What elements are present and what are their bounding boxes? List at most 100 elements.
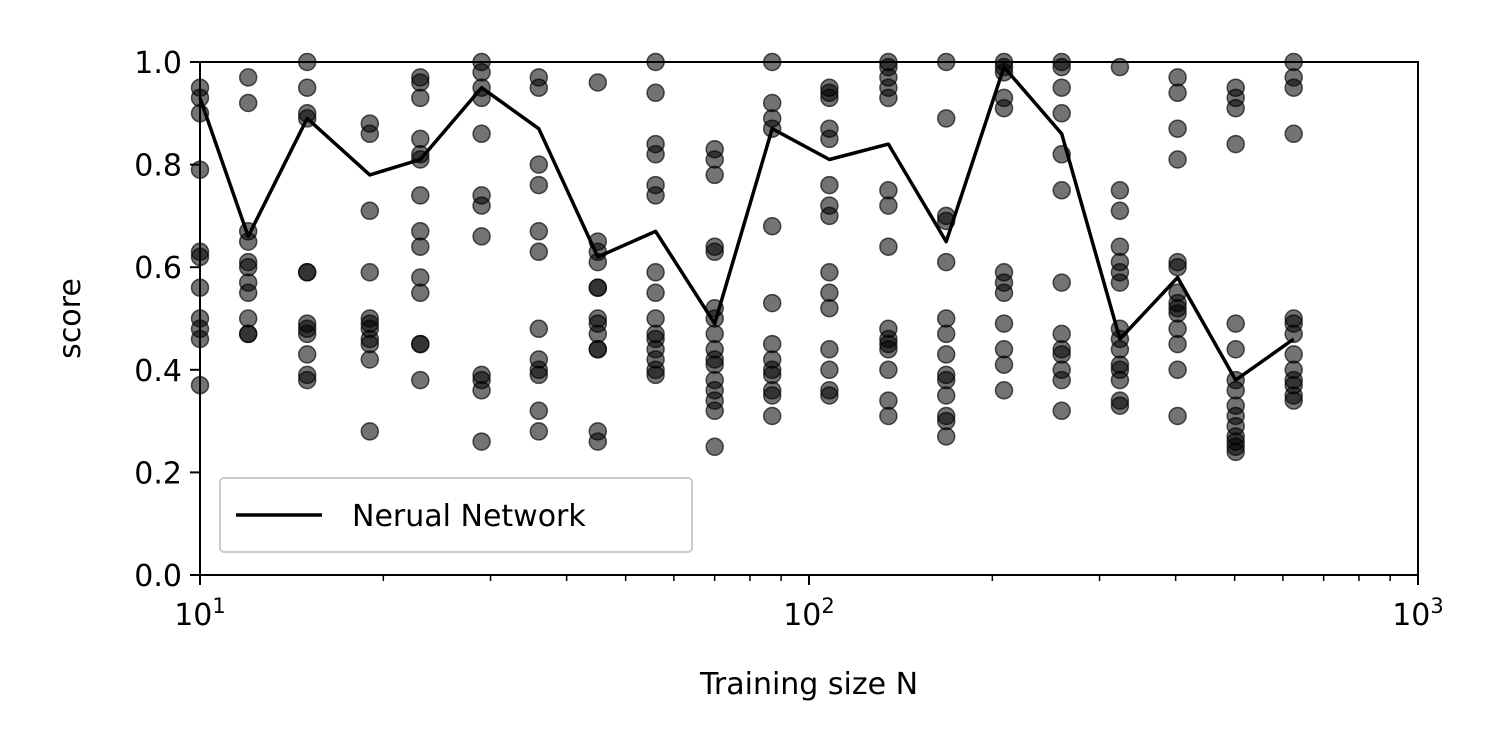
y-tick-label: 0.6 bbox=[134, 251, 182, 286]
scatter-point bbox=[411, 334, 430, 354]
scatter-point bbox=[411, 268, 430, 287]
scatter-point bbox=[472, 381, 491, 400]
scatter-point bbox=[646, 83, 665, 103]
scatter-point bbox=[762, 293, 782, 313]
scatter-point bbox=[646, 145, 665, 164]
scatter-point bbox=[994, 283, 1014, 303]
scatter-point bbox=[820, 283, 839, 303]
axes: 0.0 0.2 0.4 0.6 0.8 1.0 101 102 103 bbox=[134, 46, 1444, 633]
scatter-point bbox=[411, 129, 430, 149]
scatter-point bbox=[879, 88, 898, 108]
scatter-point bbox=[879, 340, 898, 359]
scatter-point bbox=[1052, 78, 1071, 97]
scatter-point bbox=[1284, 78, 1303, 97]
scatter-point bbox=[1168, 304, 1187, 323]
scatter-point bbox=[1226, 134, 1245, 154]
scatter-point bbox=[646, 365, 665, 385]
scatter-point bbox=[529, 319, 549, 339]
scatter-point bbox=[472, 124, 491, 144]
scatter-point bbox=[1110, 340, 1130, 359]
scatter-point bbox=[936, 411, 956, 431]
scatter-point bbox=[238, 257, 258, 277]
y-axis-label: score bbox=[53, 278, 88, 359]
scatter-point bbox=[297, 263, 317, 282]
scatter-point bbox=[762, 365, 782, 385]
scatter-point bbox=[472, 63, 491, 82]
scatter-point bbox=[360, 263, 380, 282]
scatter-point bbox=[705, 401, 724, 421]
scatter-point bbox=[1110, 396, 1130, 415]
scatter-point bbox=[1284, 391, 1303, 410]
scatter-point bbox=[529, 422, 549, 441]
scatter-point bbox=[411, 73, 430, 92]
scatter-point bbox=[1110, 237, 1130, 256]
scatter-point bbox=[411, 283, 430, 303]
scatter-point bbox=[646, 186, 665, 205]
scatter-point bbox=[1168, 68, 1187, 87]
y-tick-label: 0.4 bbox=[134, 354, 182, 389]
scatter-point bbox=[1168, 257, 1187, 277]
scatter-point bbox=[762, 216, 782, 236]
y-tick-label: 1.0 bbox=[134, 46, 182, 81]
y-tick-label: 0.0 bbox=[134, 559, 182, 594]
x-tick-label: 101 bbox=[174, 594, 226, 633]
scatter-point bbox=[879, 391, 898, 410]
scatter-point bbox=[936, 252, 956, 272]
scatter-point bbox=[879, 196, 898, 215]
scatter-point bbox=[994, 98, 1014, 118]
scatter-point bbox=[994, 340, 1014, 359]
scatter-point bbox=[297, 345, 317, 364]
scatter-point bbox=[360, 201, 380, 221]
scatter-point bbox=[820, 129, 839, 149]
scatter-point bbox=[588, 278, 608, 297]
scatter-point bbox=[820, 263, 839, 282]
legend: Nerual Network bbox=[219, 477, 693, 553]
x-tick-label: 102 bbox=[783, 594, 835, 633]
scatter-point bbox=[297, 370, 317, 390]
scatter-point bbox=[646, 263, 665, 282]
scatter-point bbox=[705, 437, 724, 457]
scatter-point bbox=[238, 283, 258, 303]
scatter-point bbox=[529, 175, 549, 195]
scatter-point bbox=[529, 365, 549, 385]
scatter-points bbox=[190, 52, 1303, 462]
scatter-point bbox=[879, 237, 898, 256]
scatter-point bbox=[1168, 406, 1187, 426]
scatter-point bbox=[705, 242, 724, 262]
legend-label: Nerual Network bbox=[352, 499, 586, 534]
scatter-point bbox=[360, 334, 380, 354]
scatter-point bbox=[238, 93, 258, 113]
scatter-point bbox=[1110, 181, 1130, 200]
scatter-point bbox=[1052, 104, 1071, 123]
scatter-point bbox=[1052, 273, 1071, 292]
scatter-point bbox=[1168, 334, 1187, 354]
scatter-point bbox=[360, 422, 380, 441]
x-tick-label: 103 bbox=[1392, 594, 1444, 633]
scatter-point bbox=[994, 314, 1014, 333]
scatter-point bbox=[762, 386, 782, 405]
scatter-point bbox=[994, 381, 1014, 400]
scatter-point bbox=[1052, 324, 1071, 344]
scatter-point bbox=[411, 370, 430, 390]
scatter-point bbox=[588, 340, 608, 359]
scatter-point bbox=[238, 68, 258, 87]
scatter-point bbox=[936, 309, 956, 328]
scatter-point bbox=[762, 334, 782, 354]
scatter-point bbox=[1226, 340, 1245, 359]
scatter-point bbox=[238, 324, 258, 344]
scatter-point bbox=[936, 324, 956, 344]
scatter-point bbox=[1110, 273, 1130, 292]
scatter-point bbox=[705, 355, 724, 374]
scatter-point bbox=[360, 124, 380, 144]
line-layer bbox=[198, 65, 1295, 382]
scatter-point bbox=[472, 196, 491, 215]
scatter-point bbox=[1168, 319, 1187, 339]
scatter-point bbox=[411, 88, 430, 108]
scatter-point bbox=[646, 283, 665, 303]
scatter-point bbox=[936, 370, 956, 390]
scatter-point bbox=[411, 222, 430, 241]
scatter-point bbox=[1110, 201, 1130, 221]
scatter-point bbox=[879, 406, 898, 426]
scatter-point bbox=[820, 340, 839, 359]
scatter-point bbox=[1284, 124, 1303, 144]
